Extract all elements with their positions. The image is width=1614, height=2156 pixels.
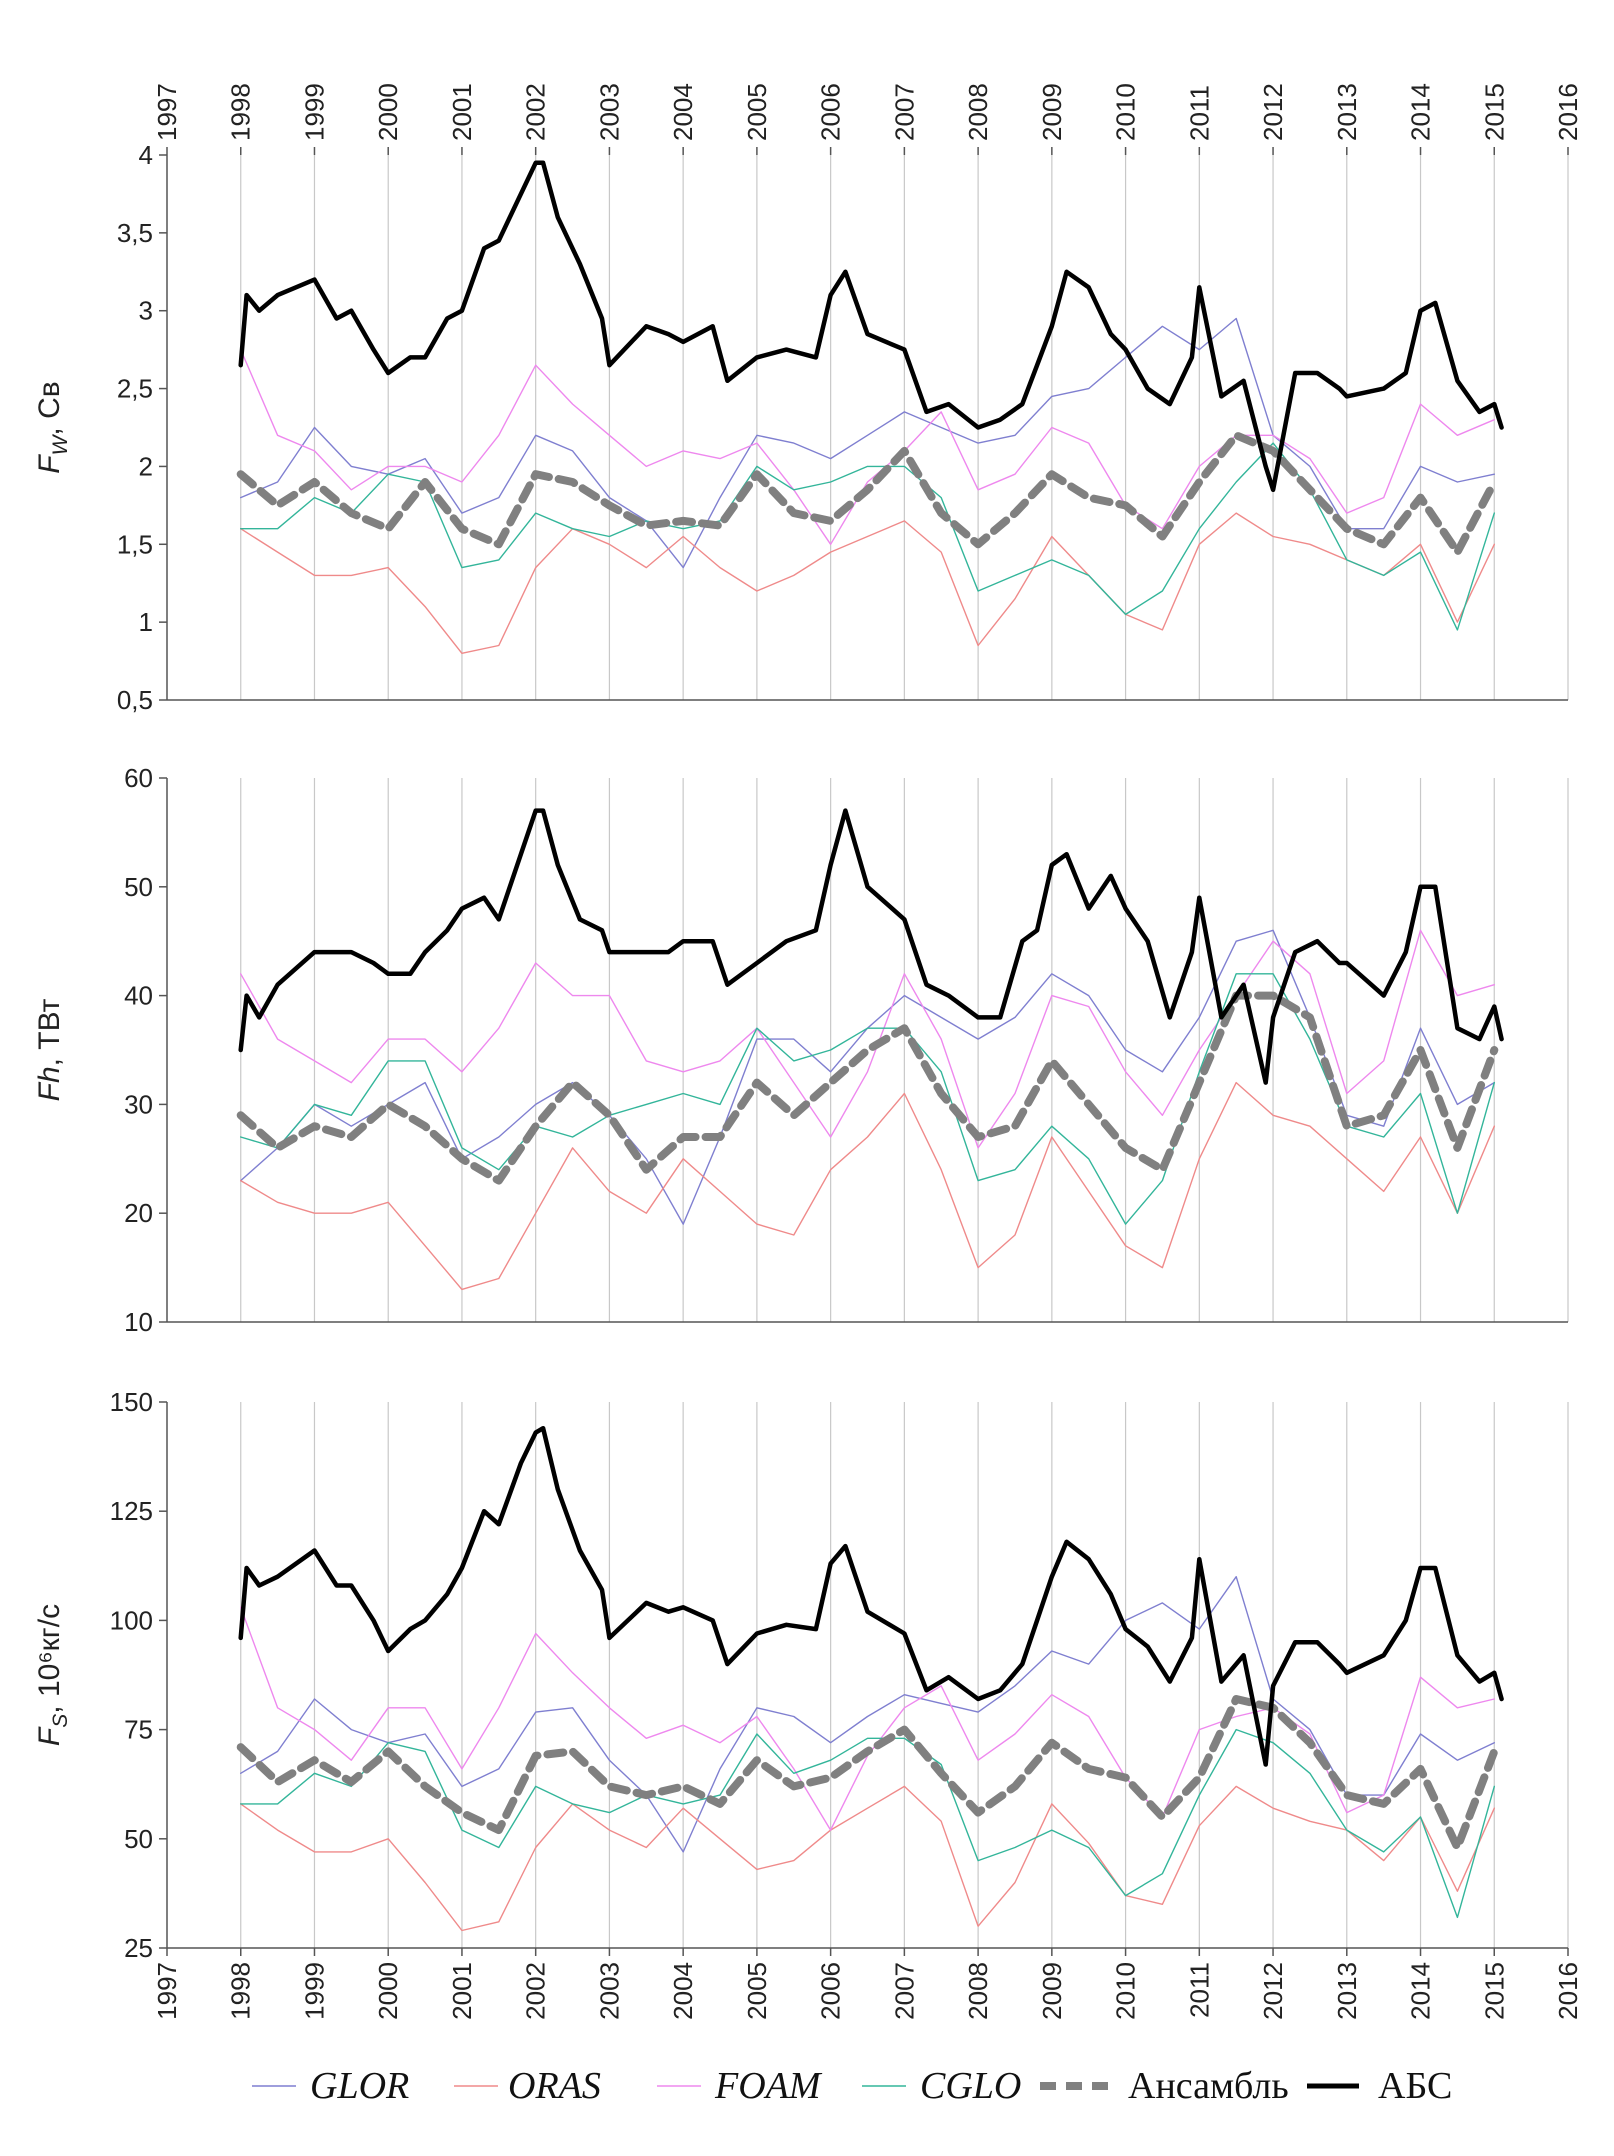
series-line-FOAM: [239, 348, 1496, 545]
legend-label-FOAM: FOAM: [714, 2065, 823, 2107]
series-line-ORAS: [239, 1081, 1496, 1291]
y-axis-label: FW, Св: [33, 381, 72, 473]
x-tick-label: 2008: [963, 83, 993, 141]
y-axis-label: FS, 10⁶кг/с: [33, 1604, 72, 1746]
x-tick-label: 2008: [963, 1962, 993, 2020]
series-line-Ансамбль: [236, 1695, 1499, 1852]
y-tick-label: 1,5: [117, 529, 153, 559]
x-tick-label: 2011: [1184, 1962, 1214, 2018]
legend-label-GLOR: GLOR: [310, 2065, 409, 2107]
x-tick-label: 2000: [373, 83, 403, 141]
y-tick-label: 2,5: [117, 374, 153, 404]
y-tick-label: 75: [124, 1715, 153, 1745]
x-tick-label: 2005: [742, 1962, 772, 2020]
y-tick-label: 50: [124, 872, 153, 902]
panel-3: 25 50 75 100 125 150 FS, 10⁶кг/с 1997 1998 1999 20…: [33, 1387, 1583, 2020]
y-tick-label: 3,5: [117, 218, 153, 248]
y-tick-label: 125: [110, 1496, 153, 1526]
series-line-Ансамбль: [236, 991, 1499, 1185]
series-line-GLOR: [239, 1575, 1496, 1853]
x-tick-label: 2011: [1184, 85, 1214, 141]
x-tick-label: 2012: [1258, 1962, 1288, 2020]
y-tick-label: 0,5: [117, 685, 153, 715]
y-tick-label: 20: [124, 1198, 153, 1228]
x-tick-label: 2009: [1037, 83, 1067, 141]
series-line-FOAM: [239, 929, 1496, 1149]
x-tick-label: 1999: [299, 83, 329, 141]
series-line-GLOR: [239, 317, 1496, 569]
x-tick-label: 2010: [1111, 83, 1141, 141]
legend-label-CGLO: CGLO: [920, 2065, 1021, 2107]
series-line-АБС: [238, 808, 1504, 1085]
x-tick-label: 2003: [594, 83, 624, 141]
x-tick-label: 2016: [1553, 1962, 1583, 2020]
x-tick-label: 1999: [299, 1962, 329, 2020]
series-line-CGLO: [239, 1728, 1496, 1919]
legend: GLOR ORAS FOAM CGLO Ансамбль АБС: [252, 2065, 1452, 2107]
series-line-ORAS: [239, 512, 1496, 654]
x-tick-label: 2000: [373, 1962, 403, 2020]
x-tick-label: 2006: [816, 1962, 846, 2020]
x-tick-label: 2004: [668, 1962, 698, 2020]
series-line-ORAS: [239, 1785, 1496, 1932]
x-tick-label: 2013: [1332, 1962, 1362, 2020]
x-tick-label: 2007: [889, 83, 919, 141]
panel-1: 0,5 1 1,5 2 2,5 3 3,5 4 FW, Св 1997 1998 1999 2000 20…: [33, 83, 1583, 715]
legend-label-ORAS: ORAS: [508, 2065, 601, 2107]
x-tick-label: 2002: [521, 1962, 551, 2020]
y-tick-label: 150: [110, 1387, 153, 1417]
series-line-CGLO: [239, 973, 1496, 1225]
x-tick-label: 1998: [226, 1962, 256, 2020]
series-line-GLOR: [239, 929, 1496, 1225]
y-tick-label: 3: [139, 296, 153, 326]
x-tick-label: 2013: [1332, 83, 1362, 141]
x-tick-label: 1997: [152, 1962, 182, 2020]
y-tick-label: 25: [124, 1933, 153, 1963]
y-tick-label: 50: [124, 1824, 153, 1854]
y-tick-label: 4: [139, 140, 153, 170]
x-tick-label: 2014: [1406, 1962, 1436, 2020]
x-tick-label: 2005: [742, 83, 772, 141]
panel-2: 10 20 30 40 50 60 Fh, ТВт: [33, 763, 1569, 1337]
series-line-АБС: [238, 160, 1504, 493]
x-tick-label: 2006: [816, 83, 846, 141]
x-tick-label: 2001: [447, 83, 477, 141]
series-line-АБС: [238, 1425, 1504, 1767]
y-tick-label: 40: [124, 981, 153, 1011]
legend-label-АБС: АБС: [1378, 2065, 1452, 2107]
x-tick-label: 2015: [1479, 83, 1509, 141]
x-tick-label: 2004: [668, 83, 698, 141]
y-tick-label: 1: [139, 607, 153, 637]
x-tick-label: 2014: [1406, 83, 1436, 141]
x-tick-label: 2012: [1258, 83, 1288, 141]
x-tick-label: 2009: [1037, 1962, 1067, 2020]
x-tick-label: 2016: [1553, 83, 1583, 141]
x-tick-label: 2002: [521, 83, 551, 141]
x-tick-label: 1998: [226, 83, 256, 141]
y-tick-label: 100: [110, 1605, 153, 1635]
y-tick-label: 10: [124, 1307, 153, 1337]
legend-label-Ансамбль: Ансамбль: [1128, 2065, 1289, 2107]
x-tick-label: 2007: [889, 1962, 919, 2020]
x-tick-label: 2003: [594, 1962, 624, 2020]
x-tick-label: 2001: [447, 1962, 477, 2020]
x-tick-label: 2015: [1479, 1962, 1509, 2020]
y-tick-label: 60: [124, 763, 153, 793]
y-tick-label: 2: [139, 451, 153, 481]
x-tick-label: 1997: [152, 83, 182, 141]
y-axis-label: Fh, ТВт: [33, 998, 66, 1101]
y-tick-label: 30: [124, 1089, 153, 1119]
series-line-Ансамбль: [236, 431, 1499, 557]
x-tick-label: 2010: [1111, 1962, 1141, 2020]
